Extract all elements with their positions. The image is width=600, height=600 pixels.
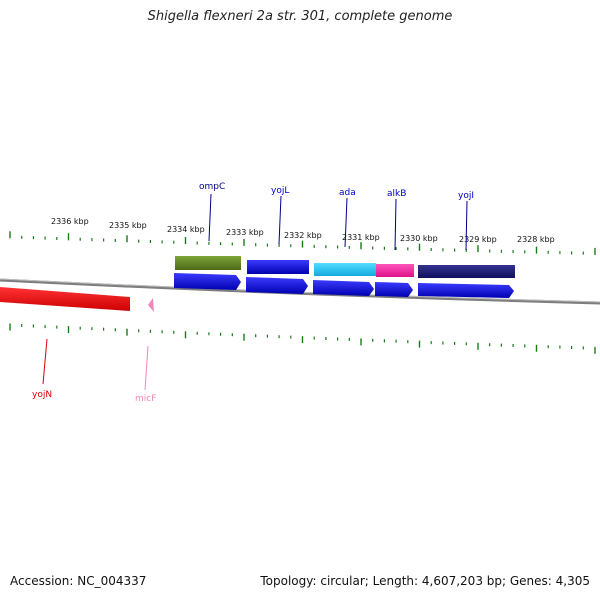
scale-label-2328: 2328 kbp — [517, 235, 555, 244]
gene-bar-yojL[interactable] — [247, 260, 309, 274]
leader-yojL — [278, 195, 282, 245]
scale-label-2331: 2331 kbp — [342, 233, 380, 242]
map-title: Shigella flexneri 2a str. 301, complete … — [147, 9, 453, 24]
scale-label-2329: 2329 kbp — [459, 235, 497, 244]
scale-label-2334: 2334 kbp — [167, 225, 205, 234]
tick-row-top — [9, 231, 596, 255]
gene-label-yojN[interactable]: yojN — [32, 390, 52, 400]
gene-label-micF[interactable]: micF — [135, 394, 156, 404]
gene-bar-yojI[interactable] — [418, 265, 515, 278]
accession-label: Accession: NC_004337 — [10, 574, 147, 588]
cds-arrow-alkB[interactable] — [375, 282, 413, 297]
cds-arrow-ompC[interactable] — [174, 273, 241, 290]
gene-bar-yojN[interactable] — [0, 287, 130, 311]
gene-label-ompC[interactable]: ompC — [199, 182, 225, 192]
scale-label-2332: 2332 kbp — [284, 231, 322, 240]
gene-bar-alkB[interactable] — [376, 264, 414, 277]
leader-alkB — [394, 198, 397, 251]
leader-ompC — [208, 193, 212, 242]
gene-bar-ada[interactable] — [314, 263, 376, 276]
scale-label-2333: 2333 kbp — [226, 228, 264, 237]
gene-bar-ompC[interactable] — [175, 256, 241, 270]
leader-micF — [144, 345, 149, 391]
leader-yojN — [42, 338, 48, 385]
cds-arrow-ada[interactable] — [313, 280, 374, 296]
genome-summary: Topology: circular; Length: 4,607,203 bp… — [260, 574, 590, 588]
leader-yojI — [465, 200, 468, 251]
tick-row-bottom — [9, 323, 596, 354]
scale-label-2335: 2335 kbp — [109, 221, 147, 230]
scale-label-2330: 2330 kbp — [400, 234, 438, 243]
gene-label-yojI[interactable]: yojI — [458, 191, 474, 201]
cds-arrow-yojI[interactable] — [418, 283, 514, 298]
cds-arrow-yojL[interactable] — [246, 277, 308, 294]
scale-label-2336: 2336 kbp — [51, 217, 89, 226]
leader-ada — [344, 197, 348, 248]
gene-label-alkB[interactable]: alkB — [387, 189, 406, 199]
gene-label-yojL[interactable]: yojL — [271, 186, 289, 196]
gene-mark-micF[interactable] — [148, 298, 154, 312]
gene-label-ada[interactable]: ada — [339, 188, 356, 198]
